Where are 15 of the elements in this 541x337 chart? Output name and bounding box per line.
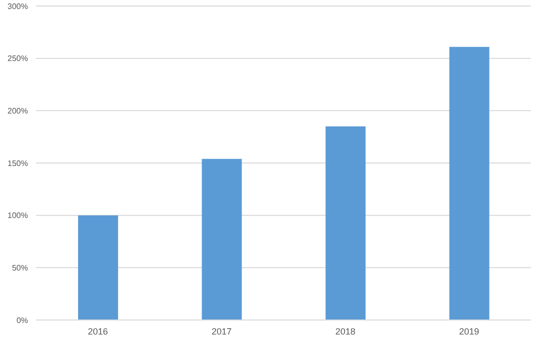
y-tick-label: 150% [8, 158, 28, 168]
x-tick-label: 2017 [212, 326, 232, 336]
y-tick-label: 200% [8, 106, 28, 116]
bar [449, 46, 490, 320]
x-tick-label: 2016 [88, 326, 108, 336]
y-tick-label: 250% [8, 54, 28, 64]
x-tick-label: 2018 [335, 326, 356, 336]
bar [326, 126, 366, 320]
y-tick-label: 0% [16, 316, 28, 325]
y-tick-label: 300% [8, 2, 28, 11]
y-tick-label: 50% [12, 264, 28, 273]
bar [78, 215, 118, 320]
bar [202, 158, 242, 320]
x-tick-label: 2019 [459, 326, 480, 336]
y-tick-label: 100% [8, 211, 28, 220]
